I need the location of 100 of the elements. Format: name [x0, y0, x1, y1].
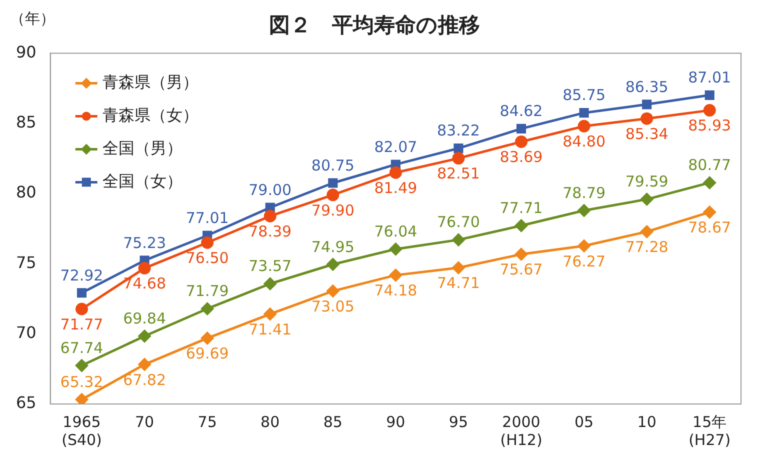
data-label: 74.68 [123, 274, 166, 293]
data-label: 67.82 [123, 370, 166, 389]
point [454, 144, 464, 154]
data-label: 76.04 [374, 222, 418, 240]
point [264, 210, 276, 222]
point [201, 332, 214, 344]
legend-label: 全国（男） [102, 138, 182, 158]
point [642, 100, 652, 110]
data-label: 79.90 [311, 201, 354, 220]
data-label: 71.41 [248, 320, 292, 338]
x-tick-label: 2000 (H12) [500, 412, 542, 449]
chart-title: 図２ 平均寿命の推移 [269, 13, 480, 38]
data-label: 78.79 [562, 184, 606, 202]
data-label: 83.22 [436, 122, 480, 140]
x-tick-label: 15年 (H27) [688, 412, 731, 449]
point [516, 124, 526, 134]
x-tick-label: 90 [386, 412, 406, 431]
point [578, 204, 590, 217]
point [264, 308, 276, 320]
x-tick-label: 1965 (S40) [62, 412, 102, 449]
point [76, 302, 88, 316]
point [389, 268, 402, 282]
x-tick-label: 75 [198, 412, 217, 431]
point [326, 188, 340, 202]
data-label: 73.05 [311, 297, 354, 316]
data-label: 79.00 [248, 180, 292, 199]
point [578, 240, 590, 252]
point [201, 236, 214, 249]
data-label: 75.23 [123, 234, 166, 252]
data-label: 85.34 [625, 124, 668, 143]
point [326, 258, 340, 271]
point [326, 284, 340, 298]
point [515, 248, 528, 261]
point [76, 393, 88, 404]
y-tick-label: 75 [16, 252, 36, 272]
point [703, 104, 716, 117]
y-tick-label: 70 [16, 322, 36, 342]
point [76, 288, 87, 298]
point [703, 176, 716, 189]
data-label: 76.27 [562, 252, 606, 270]
data-label: 78.67 [688, 218, 732, 237]
legend-label: 青森県（女） [102, 105, 198, 124]
point [640, 112, 654, 125]
point [389, 242, 402, 256]
point [264, 277, 276, 290]
data-label: 67.74 [60, 338, 104, 357]
data-label: 69.84 [123, 309, 166, 328]
data-label: 79.59 [625, 172, 668, 191]
x-tick-label: 10 [637, 412, 656, 431]
x-tick-label: 80 [260, 412, 280, 431]
data-label: 71.77 [60, 315, 104, 334]
data-label: 77.71 [500, 199, 543, 218]
point [328, 178, 338, 188]
point [578, 120, 590, 132]
data-label: 77.01 [186, 208, 229, 227]
y-tick-label: 65 [16, 393, 36, 412]
x-tick-label: 05 [574, 412, 594, 431]
y-tick-label: 80 [16, 182, 36, 202]
x-tick-label: 95 [448, 412, 468, 431]
data-label: 72.92 [60, 266, 104, 284]
legend-label: 青森県（男） [102, 72, 198, 92]
data-label: 84.80 [562, 132, 606, 151]
point [452, 262, 465, 274]
data-label: 86.35 [625, 78, 668, 96]
point [640, 193, 654, 206]
data-label: 82.07 [374, 138, 418, 156]
data-label: 76.70 [436, 213, 480, 232]
data-label: 73.57 [248, 257, 292, 276]
data-label: 83.69 [500, 148, 543, 166]
x-tick-label: 70 [134, 412, 154, 431]
data-label: 80.77 [688, 156, 732, 174]
legend-label: 全国（女） [102, 171, 182, 190]
point [76, 359, 88, 372]
data-label: 76.50 [186, 249, 229, 268]
data-label: 65.32 [60, 372, 104, 391]
data-label: 71.79 [186, 282, 229, 300]
y-axis-title: （年） [10, 9, 55, 28]
data-label: 74.18 [374, 282, 418, 300]
data-label: 81.49 [374, 179, 418, 198]
data-label: 85.93 [688, 116, 732, 135]
data-label: 85.75 [562, 86, 606, 104]
point [704, 90, 714, 100]
y-tick-label: 90 [16, 42, 36, 62]
data-label: 87.01 [688, 68, 732, 87]
data-label: 74.95 [311, 238, 354, 256]
data-label: 74.71 [436, 274, 480, 292]
point [452, 152, 465, 165]
point [138, 330, 151, 342]
point [640, 225, 654, 238]
data-label: 80.75 [311, 156, 354, 174]
point [515, 219, 528, 232]
data-label: 82.51 [436, 164, 480, 183]
point [703, 206, 716, 218]
point [515, 135, 528, 148]
data-label: 69.69 [186, 344, 229, 363]
point [579, 108, 589, 118]
data-label: 84.62 [500, 102, 543, 120]
point [201, 302, 214, 315]
y-tick-label: 85 [16, 112, 36, 132]
point [452, 234, 465, 246]
